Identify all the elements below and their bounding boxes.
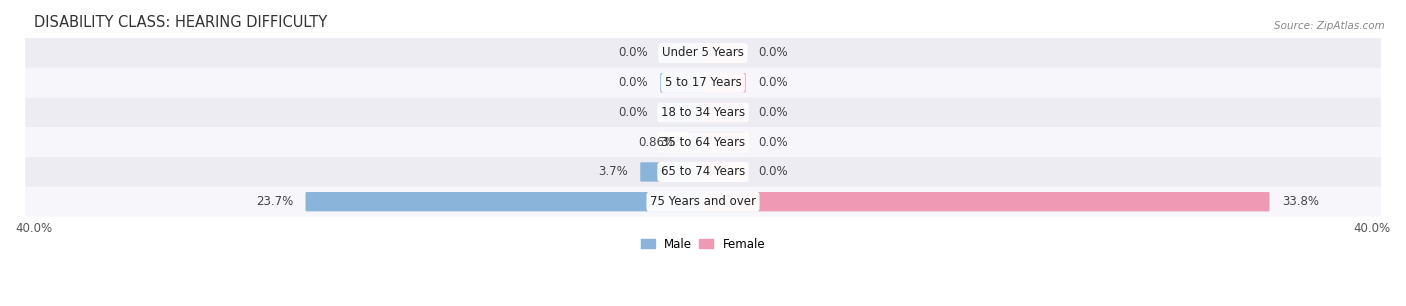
Text: 33.8%: 33.8% [1282,195,1319,208]
Text: Source: ZipAtlas.com: Source: ZipAtlas.com [1274,21,1385,32]
FancyBboxPatch shape [702,43,745,63]
Text: DISABILITY CLASS: HEARING DIFFICULTY: DISABILITY CLASS: HEARING DIFFICULTY [34,15,326,30]
Text: 0.0%: 0.0% [758,76,787,89]
Text: 5 to 17 Years: 5 to 17 Years [665,76,741,89]
Text: 0.0%: 0.0% [758,166,787,178]
FancyBboxPatch shape [25,127,1381,157]
FancyBboxPatch shape [661,43,704,63]
Text: 35 to 64 Years: 35 to 64 Years [661,136,745,149]
Text: 65 to 74 Years: 65 to 74 Years [661,166,745,178]
FancyBboxPatch shape [702,132,745,152]
Text: 0.86%: 0.86% [638,136,675,149]
Text: Under 5 Years: Under 5 Years [662,47,744,59]
FancyBboxPatch shape [702,73,745,92]
Text: 0.0%: 0.0% [758,136,787,149]
FancyBboxPatch shape [702,192,1270,211]
FancyBboxPatch shape [640,162,704,182]
Text: 18 to 34 Years: 18 to 34 Years [661,106,745,119]
FancyBboxPatch shape [702,103,745,122]
FancyBboxPatch shape [25,157,1381,187]
FancyBboxPatch shape [688,132,704,152]
Text: 0.0%: 0.0% [758,47,787,59]
Text: 75 Years and over: 75 Years and over [650,195,756,208]
FancyBboxPatch shape [25,38,1381,68]
Legend: Male, Female: Male, Female [636,233,770,255]
FancyBboxPatch shape [305,192,704,211]
Text: 0.0%: 0.0% [619,76,648,89]
FancyBboxPatch shape [25,98,1381,127]
FancyBboxPatch shape [661,103,704,122]
Text: 0.0%: 0.0% [619,47,648,59]
FancyBboxPatch shape [25,68,1381,98]
Text: 3.7%: 3.7% [598,166,627,178]
Text: 0.0%: 0.0% [758,106,787,119]
FancyBboxPatch shape [661,73,704,92]
Text: 23.7%: 23.7% [256,195,292,208]
FancyBboxPatch shape [25,187,1381,217]
FancyBboxPatch shape [702,162,745,182]
Text: 0.0%: 0.0% [619,106,648,119]
